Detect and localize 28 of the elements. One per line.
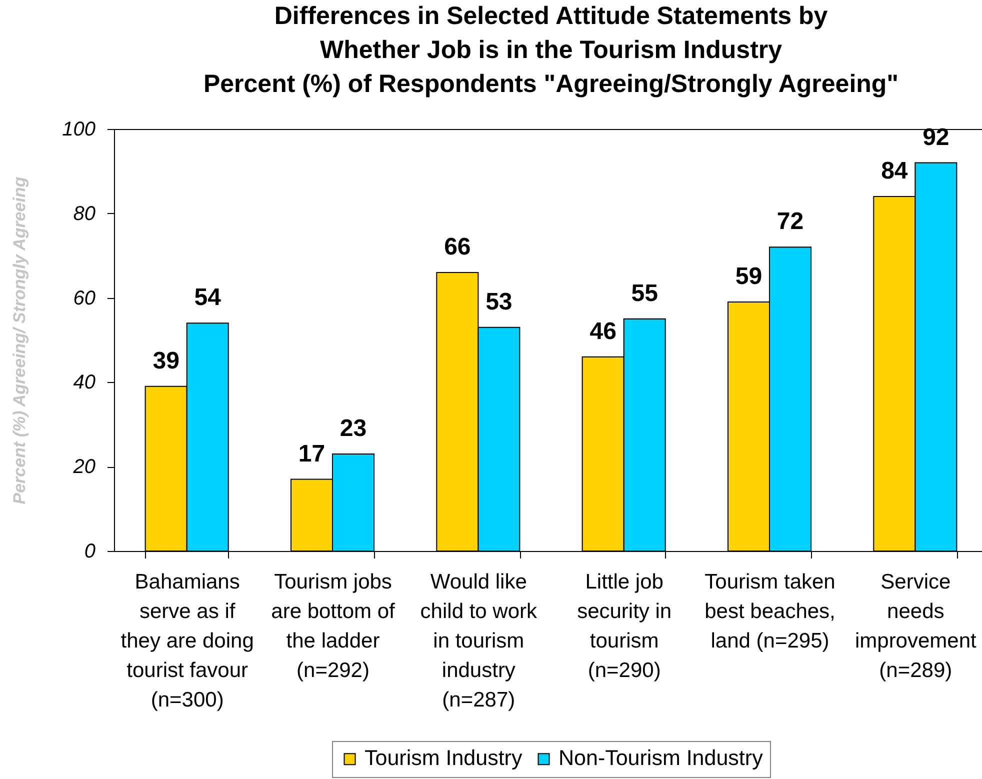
chart-subtitle: Percent (%) of Respondents "Agreeing/Strongly Agreeing" xyxy=(203,70,899,98)
data-label: 39 xyxy=(152,347,180,374)
x-tick-label: Bahamians serve as if they are doing tourist favour (n=300) xyxy=(120,570,254,712)
x-tick-label: Service needs improvement (n=289) xyxy=(854,570,977,682)
data-label: 72 xyxy=(776,208,804,236)
x-tick-label: Tourism taken best beaches, land (n=295) xyxy=(704,570,836,652)
y-tick-label: 60 xyxy=(73,287,96,310)
x-tick-label: Would like child to work in tourism industry (n=287) xyxy=(420,570,538,712)
data-label: 46 xyxy=(590,318,616,345)
y-tick-label: 20 xyxy=(72,456,96,478)
y-tick-label: 80 xyxy=(73,202,96,225)
data-label: 55 xyxy=(631,280,658,307)
data-label: 84 xyxy=(881,158,908,185)
x-tick-label: Little job security in tourism (n=290) xyxy=(577,570,672,682)
y-tick-label: 0 xyxy=(84,540,96,562)
y-axis-title: Percent (%) Agreeing/ Strongly Agreeing xyxy=(10,176,30,504)
data-label: 17 xyxy=(298,440,326,468)
legend-label: Non-Tourism Industry xyxy=(558,746,764,770)
data-label: 66 xyxy=(444,233,471,260)
data-label: 53 xyxy=(486,288,512,316)
y-tick-label: 100 xyxy=(62,118,96,140)
data-label: 54 xyxy=(194,284,222,312)
y-tick-label: 40 xyxy=(73,372,96,394)
data-label: 59 xyxy=(735,263,762,290)
legend-label: Tourism Industry xyxy=(364,746,522,770)
data-label: 23 xyxy=(340,414,367,442)
x-tick-label: Tourism jobs are bottom of the ladder (n=292) xyxy=(271,570,396,682)
chart-title: Differences in Selected Attitude Statements by Whether Job is in the Tourism Industry xyxy=(274,2,828,64)
